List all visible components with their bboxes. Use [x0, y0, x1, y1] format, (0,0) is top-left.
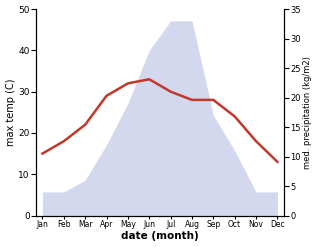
- X-axis label: date (month): date (month): [121, 231, 199, 242]
- Y-axis label: max temp (C): max temp (C): [5, 79, 16, 146]
- Y-axis label: med. precipitation (kg/m2): med. precipitation (kg/m2): [303, 56, 313, 169]
